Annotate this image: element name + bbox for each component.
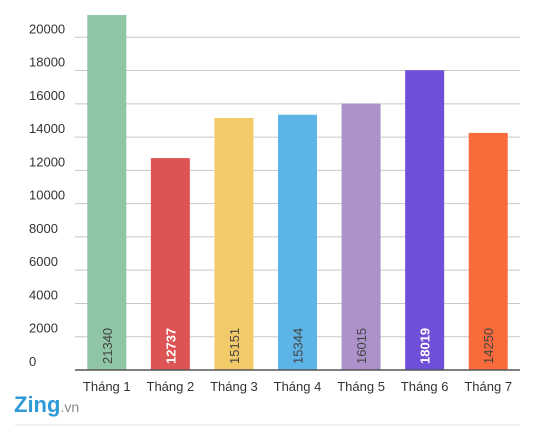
y-tick-label: 6000 [29,254,58,269]
bar-value-label: 15151 [227,328,242,364]
bar-value-labels: 21340 12737 15151 15344 16015 18019 14250 [100,328,496,364]
brand-logo: Zing.vn [14,392,79,418]
bar-value-label: 16015 [354,328,369,364]
y-tick-label: 20000 [29,21,65,36]
bar-value-label: 14250 [481,328,496,364]
brand-name: Zing [14,392,61,417]
x-category-label: Tháng 5 [337,379,385,394]
bar [214,117,254,371]
brand-suffix: .vn [60,399,80,415]
bar [341,103,381,370]
y-axis-ticks: 0 2000 4000 6000 8000 10000 12000 14000 16000 180… [29,21,65,369]
bar-value-label: 12737 [163,328,178,364]
bars [87,14,508,371]
y-tick-label: 4000 [29,287,58,302]
y-tick-label: 16000 [29,88,65,103]
y-tick-label: 12000 [29,154,65,169]
y-tick-label: 18000 [29,55,65,70]
bar-value-label: 15344 [291,328,306,364]
bar [405,70,445,370]
x-category-label: Tháng 2 [147,379,195,394]
y-tick-label: 14000 [29,121,65,136]
x-axis-categories: Tháng 1 Tháng 2 Tháng 3 Tháng 4 Tháng 5 Tháng… [83,379,512,394]
bar-value-label: 18019 [418,328,433,364]
y-tick-label: 10000 [29,188,65,203]
bar [468,132,508,370]
y-tick-label: 0 [29,354,36,369]
x-category-label: Tháng 6 [401,379,449,394]
bar [87,14,127,370]
y-tick-label: 2000 [29,321,58,336]
bar [278,114,317,371]
x-category-label: Tháng 4 [274,379,322,394]
x-category-label: Tháng 7 [464,379,512,394]
y-tick-label: 8000 [29,221,58,236]
bar [150,158,190,370]
x-category-label: Tháng 1 [83,379,131,394]
bar-value-label: 21340 [100,328,115,364]
x-category-label: Tháng 3 [210,379,258,394]
